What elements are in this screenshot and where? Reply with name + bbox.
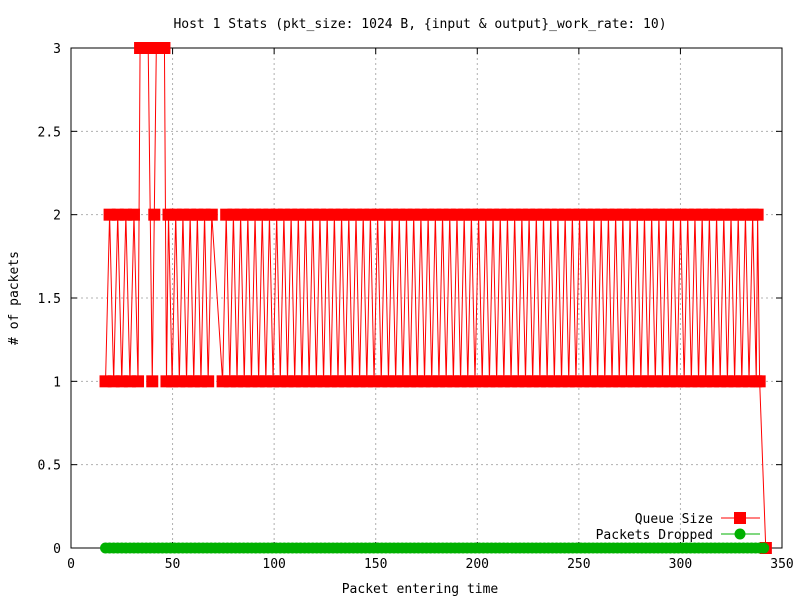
queue-size-point (148, 208, 161, 221)
y-tick-label: 1 (53, 375, 61, 390)
queue-size-point (751, 208, 764, 221)
x-tick-label: 200 (466, 557, 489, 572)
series-packets-dropped (100, 542, 770, 554)
y-tick-label: 0.5 (38, 459, 61, 474)
queue-size-point (202, 375, 215, 388)
y-axis-label: # of packets (7, 251, 22, 345)
legend-label: Packets Dropped (596, 528, 713, 543)
queue-size-point (127, 208, 140, 221)
x-tick-label: 0 (67, 557, 75, 572)
y-tick-label: 3 (53, 42, 61, 57)
queue-size-point (501, 208, 514, 221)
x-tick-label: 300 (669, 557, 692, 572)
x-tick-label: 100 (262, 557, 285, 572)
queue-size-point (753, 375, 766, 388)
y-tick-label: 1.5 (38, 292, 61, 307)
legend-marker-circle (734, 528, 746, 540)
series-queue-size (99, 42, 772, 554)
y-tick-label: 0 (53, 542, 61, 557)
x-tick-label: 150 (364, 557, 387, 572)
x-tick-label: 250 (567, 557, 590, 572)
queue-size-point (158, 42, 171, 54)
y-ticks: 0 0.5 1 1.5 2 2.5 3 (38, 42, 782, 557)
y-tick-label: 2 (53, 209, 61, 224)
queue-size-point (252, 375, 265, 388)
x-tick-label: 50 (165, 557, 181, 572)
legend-label: Queue Size (635, 512, 713, 527)
y-tick-label: 2.5 (38, 125, 61, 140)
queue-size-point (205, 208, 218, 221)
legend-marker-square (734, 512, 746, 524)
queue-size-point (132, 375, 145, 388)
packets-dropped-point (758, 542, 770, 554)
x-tick-label: 350 (770, 557, 793, 572)
queue-size-point (146, 375, 159, 388)
chart-title: Host 1 Stats (pkt_size: 1024 B, {input &… (173, 17, 666, 32)
x-axis-label: Packet entering time (342, 582, 499, 597)
